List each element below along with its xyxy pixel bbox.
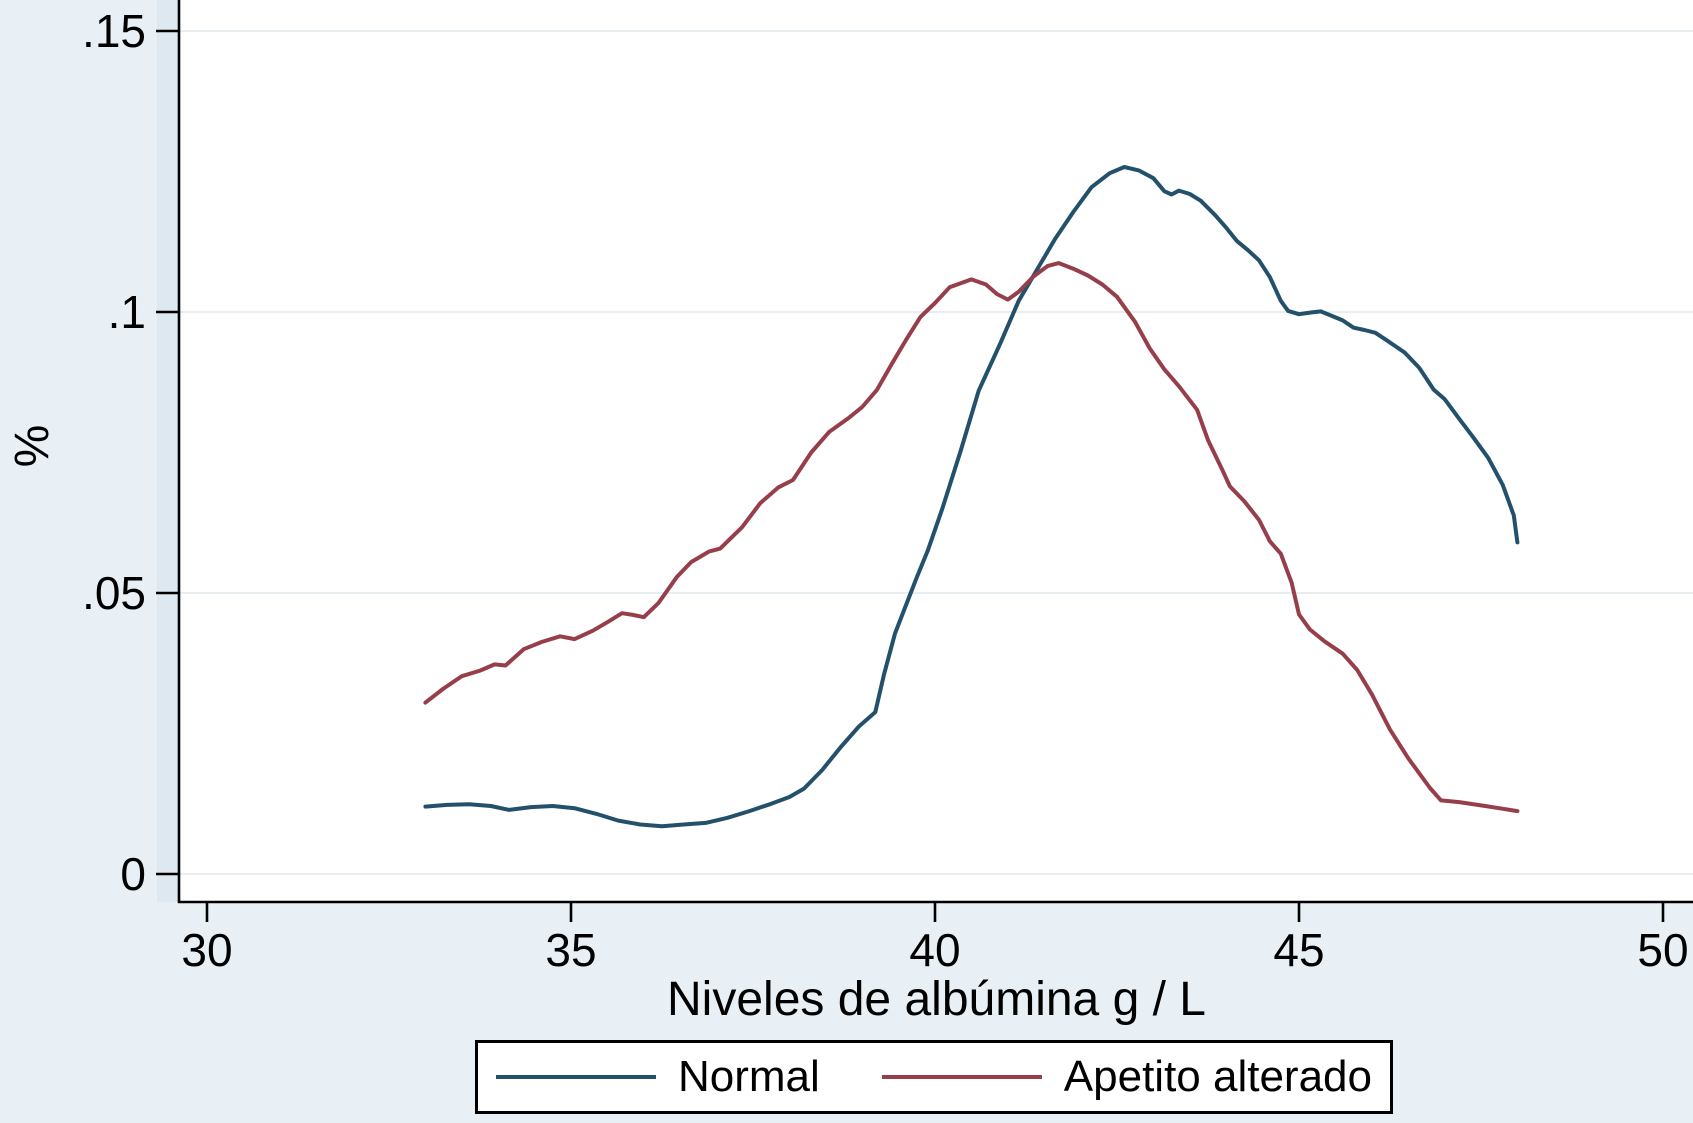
- x-axis-title: Niveles de albúmina g / L: [667, 973, 1206, 1026]
- legend: Normal Apetito alterado: [475, 1040, 1393, 1114]
- x-tick-label: 40: [909, 924, 960, 976]
- x-tick-label: 30: [181, 924, 232, 976]
- x-tick-label: 50: [1637, 924, 1688, 976]
- series-line-1: [423, 261, 1520, 814]
- legend-line-normal: [496, 1075, 656, 1079]
- y-tick-label: .1: [108, 286, 146, 338]
- plot-background: [180, 0, 1693, 902]
- series-line-0: [423, 165, 1520, 829]
- axis-margin-band: [157, 0, 180, 902]
- y-axis-title: %: [5, 424, 59, 468]
- y-tick-label: 0: [120, 848, 146, 900]
- y-tick-label: .15: [82, 5, 146, 57]
- legend-item-normal: Normal: [496, 1052, 820, 1102]
- y-tick-label: .05: [82, 567, 146, 619]
- legend-item-apetito-alterado: Apetito alterado: [881, 1052, 1372, 1102]
- legend-label-apetito-alterado: Apetito alterado: [1063, 1052, 1372, 1101]
- legend-label-normal: Normal: [678, 1052, 820, 1101]
- legend-line-apetito-alterado: [881, 1075, 1042, 1079]
- x-tick-label: 45: [1273, 924, 1324, 976]
- x-tick-label: 35: [545, 924, 596, 976]
